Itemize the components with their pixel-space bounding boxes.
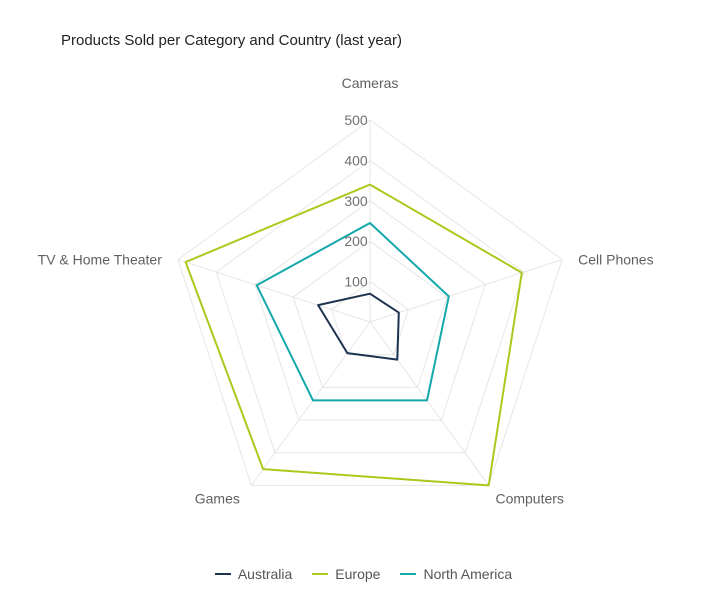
series-europe[interactable] — [184, 183, 523, 487]
category-label-cell-phones: Cell Phones — [578, 252, 654, 268]
legend-label: North America — [423, 566, 513, 582]
legend-label: Europe — [335, 566, 381, 582]
category-label-games: Games — [195, 490, 240, 506]
spoke-3 — [250, 321, 371, 486]
chart-title: Products Sold per Category and Country (… — [61, 32, 402, 49]
tick-label: 100 — [344, 274, 368, 290]
legend: Australia Europe North America — [0, 566, 727, 582]
tick-label: 200 — [344, 233, 368, 249]
grid-ring-3 — [254, 200, 486, 421]
legend-item-australia[interactable]: Australia — [214, 566, 293, 582]
legend-swatch — [214, 573, 231, 575]
series-north-america[interactable] — [255, 222, 450, 402]
category-labels: Cameras Cell Phones Computers Games TV & Hom… — [38, 75, 654, 506]
spoke-2 — [369, 321, 490, 486]
grid-ring-2 — [292, 240, 448, 388]
legend-item-north-america[interactable]: North America — [400, 566, 512, 582]
category-label-computers: Computers — [495, 490, 563, 506]
category-label-cameras: Cameras — [342, 75, 399, 91]
radar-grid — [177, 119, 563, 486]
spoke-4 — [177, 259, 371, 323]
grid-ring-4 — [215, 159, 525, 454]
radar-series — [184, 183, 523, 487]
tick-label: 400 — [344, 152, 368, 168]
legend-swatch — [400, 573, 417, 575]
radial-tick-labels: 100 200 300 400 500 — [344, 112, 368, 290]
grid-ring-1 — [331, 280, 409, 356]
spoke-1 — [369, 259, 563, 323]
legend-item-europe[interactable]: Europe — [312, 566, 380, 582]
tick-label: 500 — [344, 112, 368, 128]
grid-ring-5 — [177, 119, 563, 486]
category-label-tv-home-theater: TV & Home Theater — [38, 252, 163, 268]
tick-label: 300 — [344, 193, 368, 209]
legend-swatch — [312, 573, 329, 575]
legend-label: Australia — [237, 566, 293, 582]
series-australia[interactable] — [317, 292, 400, 361]
